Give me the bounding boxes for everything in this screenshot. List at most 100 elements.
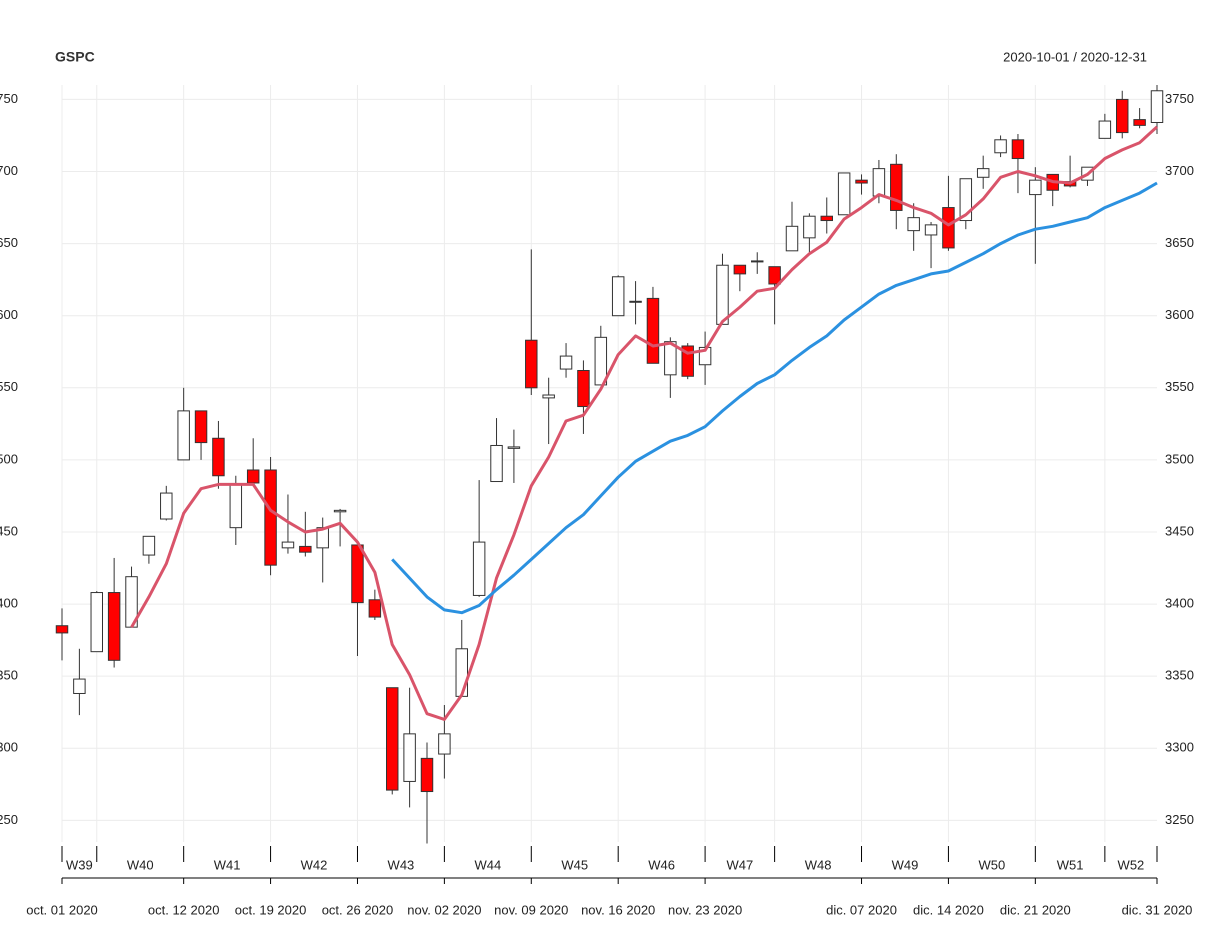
candle-body (299, 545, 312, 553)
candle-body (368, 599, 382, 618)
candle-body (386, 687, 399, 791)
y-tick-label: 3650 (0, 235, 18, 250)
candle-body (212, 437, 225, 477)
y-tick-label: 3600 (0, 307, 18, 322)
week-label: W45 (561, 857, 588, 872)
candle-body (472, 541, 486, 596)
y-tick-label: 3300 (1165, 740, 1194, 755)
candle-body (229, 483, 243, 529)
x-tick-label: dic. 07 2020 (826, 902, 897, 917)
week-label: W40 (127, 857, 154, 872)
y-tick-label: 3550 (1165, 379, 1194, 394)
y-tick-label: 3250 (1165, 812, 1194, 827)
candle-body (994, 139, 1007, 154)
week-label: W47 (726, 857, 753, 872)
candle-body (55, 625, 69, 634)
candle-body (525, 339, 538, 389)
x-tick-label: dic. 31 2020 (1122, 902, 1193, 917)
candle-body (942, 207, 955, 249)
x-tick-label: oct. 01 2020 (26, 902, 98, 917)
candle-body (351, 544, 364, 604)
candle-body (1011, 139, 1025, 160)
y-tick-label: 3600 (1165, 307, 1194, 322)
week-label: W44 (474, 857, 501, 872)
candle-body (733, 264, 747, 275)
y-tick-label: 3700 (0, 163, 18, 178)
x-tick-label: nov. 16 2020 (581, 902, 655, 917)
candle-body (333, 509, 347, 513)
y-tick-label: 3550 (0, 379, 18, 394)
candle-body (142, 535, 156, 556)
y-tick-label: 3350 (0, 668, 18, 683)
week-label: W51 (1057, 857, 1084, 872)
candle-body (1029, 179, 1042, 196)
x-tick-label: nov. 02 2020 (407, 902, 481, 917)
candle-body (194, 410, 208, 444)
x-tick-label: nov. 23 2020 (668, 902, 742, 917)
y-tick-label: 3450 (1165, 523, 1194, 538)
week-label: W43 (388, 857, 415, 872)
candle-body (264, 469, 277, 566)
candle-body (73, 678, 86, 694)
candle-body (959, 178, 973, 222)
x-tick-label: dic. 21 2020 (1000, 902, 1071, 917)
candle-body (577, 369, 590, 408)
y-tick-label: 3700 (1165, 163, 1194, 178)
candle-body (438, 733, 451, 755)
candle-body (420, 757, 434, 793)
candle-body (1150, 90, 1164, 123)
candle-body (455, 648, 468, 697)
candle-body (837, 172, 851, 216)
candle-body (246, 469, 260, 484)
week-label: W52 (1118, 857, 1145, 872)
x-tick-label: oct. 26 2020 (322, 902, 394, 917)
week-label: W41 (214, 857, 241, 872)
candle-body (1133, 119, 1146, 126)
moving-average-line (391, 181, 1158, 615)
week-label: W50 (979, 857, 1006, 872)
candle-body (768, 266, 781, 285)
moving-average-line (130, 125, 1159, 721)
candle-body (646, 297, 660, 364)
week-label: W46 (648, 857, 675, 872)
y-tick-label: 3650 (1165, 235, 1194, 250)
x-tick-label: nov. 09 2020 (494, 902, 568, 917)
chart-title: GSPC (55, 49, 95, 65)
candle-body (872, 168, 886, 197)
y-tick-label: 3300 (0, 740, 18, 755)
y-tick-label: 3400 (0, 596, 18, 611)
candle-body (542, 394, 555, 399)
candle-body (803, 215, 816, 239)
y-tick-label: 3750 (0, 91, 18, 106)
candle-body (1098, 120, 1112, 139)
candle-body (785, 225, 799, 252)
week-label: W49 (892, 857, 919, 872)
candle-body (907, 217, 920, 232)
candle-body (629, 300, 642, 303)
x-tick-label: dic. 14 2020 (913, 902, 984, 917)
candle-body (611, 276, 625, 317)
candle-body (924, 224, 938, 236)
candle-body (1116, 98, 1129, 134)
candle-body (716, 264, 729, 325)
y-tick-label: 3500 (0, 451, 18, 466)
y-tick-label: 3350 (1165, 668, 1194, 683)
week-label: W39 (66, 857, 93, 872)
candle-body (594, 336, 608, 386)
candle-body (403, 733, 416, 782)
week-label: W48 (805, 857, 832, 872)
x-tick-label: oct. 19 2020 (235, 902, 307, 917)
candle-body (90, 592, 103, 653)
week-label: W42 (301, 857, 328, 872)
y-tick-label: 3400 (1165, 596, 1194, 611)
candle-body (490, 444, 503, 483)
candle-body (976, 168, 990, 178)
chart-subtitle: 2020-10-01 / 2020-12-31 (1003, 49, 1147, 64)
candle-body (281, 541, 295, 549)
candle-body (507, 446, 521, 449)
y-tick-label: 3250 (0, 812, 18, 827)
candle-body (559, 355, 573, 370)
y-tick-label: 3450 (0, 523, 18, 538)
